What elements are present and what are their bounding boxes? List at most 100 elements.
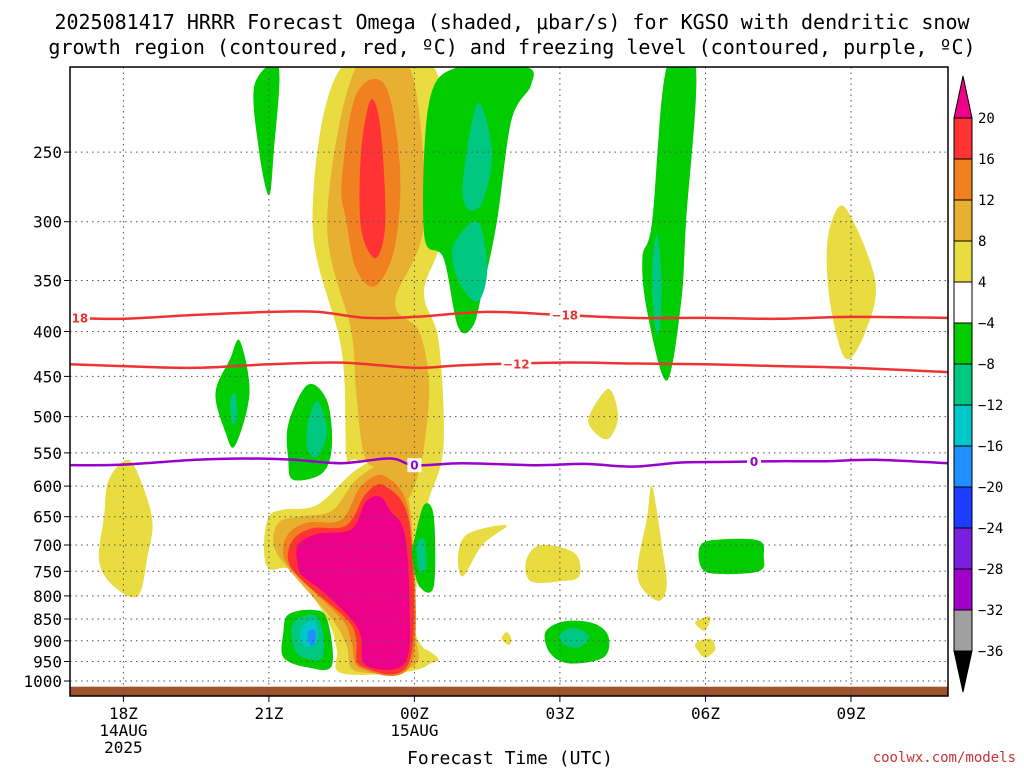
- omega-region: [457, 525, 507, 577]
- colorbar-swatch: [953, 322, 973, 365]
- contour-label: 0: [750, 455, 758, 469]
- omega-shaded-regions: [98, 67, 876, 677]
- y-tick-label: 300: [33, 213, 62, 232]
- grid-lines: [70, 67, 948, 696]
- omega-region: [695, 638, 716, 658]
- colorbar-swatch: [953, 363, 973, 406]
- x-tick-label: 00Z: [400, 704, 429, 723]
- omega-region: [637, 485, 667, 601]
- colorbar-label: −28: [978, 562, 1003, 578]
- x-tick-label: 14AUG: [99, 721, 147, 740]
- colorbar-arrow-top: [953, 75, 973, 119]
- y-tick-label: 900: [33, 632, 62, 651]
- x-tick-label: 03Z: [545, 704, 574, 723]
- omega-region: [422, 649, 439, 664]
- contour-line: [70, 310, 948, 321]
- y-tick-label: 950: [33, 653, 62, 672]
- x-axis-label: Forecast Time (UTC): [407, 748, 613, 768]
- omega-region: [588, 388, 619, 440]
- colorbar-label: −8: [978, 357, 995, 373]
- x-tick-label: 2025: [104, 738, 143, 757]
- omega-region: [253, 67, 280, 196]
- contour-label: −12: [503, 357, 530, 371]
- omega-region: [525, 544, 581, 584]
- pressure-axis: 250 300 350 400 450 500 550 600 650 700 750 800 850 9…: [23, 143, 70, 691]
- y-tick-label: 600: [33, 477, 62, 496]
- y-tick-label: 650: [33, 508, 62, 527]
- y-tick-label: 1000: [23, 672, 62, 691]
- x-tick-label: 21Z: [254, 704, 283, 723]
- contour-label-bg: [549, 308, 580, 323]
- contour-label-bg: [501, 356, 532, 371]
- chart-title-line-1: 2025081417 HRRR Forecast Omega (shaded, …: [54, 10, 970, 34]
- colorbar-label: −36: [978, 644, 1003, 660]
- contour-label: 0: [410, 459, 418, 473]
- temperature-contours: −18 −18 −12 0 0: [62, 308, 948, 473]
- contour-label-bg: [70, 310, 90, 325]
- colorbar-label: 12: [978, 193, 995, 209]
- omega-region: [416, 538, 427, 573]
- y-tick-label: 350: [33, 272, 62, 291]
- colorbar-swatch: [953, 240, 973, 283]
- colorbar-label: −12: [978, 398, 1003, 414]
- credit-text: coolwx.com/models: [873, 750, 1016, 766]
- colorbar-swatch: [953, 404, 973, 447]
- x-tick-label: 18Z: [109, 704, 138, 723]
- colorbar-swatch: [953, 527, 973, 570]
- colorbar-swatch: [953, 609, 973, 652]
- colorbar-label: −20: [978, 480, 1003, 496]
- contour-label: −18: [62, 311, 89, 325]
- y-tick-label: 450: [33, 367, 62, 386]
- colorbar-swatch: [953, 445, 973, 488]
- colorbar-swatch: [953, 117, 973, 160]
- omega-region: [698, 538, 765, 575]
- contour-label: −18: [551, 309, 578, 323]
- colorbar-arrow-bottom: [953, 650, 973, 693]
- y-tick-label: 250: [33, 143, 62, 162]
- colorbar: 20 16 12 8 4 −4 −8 −12 −16 −20 −24 −28 −32 −36: [953, 75, 1003, 693]
- colorbar-label: 20: [978, 111, 995, 127]
- contour-line: [70, 457, 948, 468]
- colorbar-label: −24: [978, 521, 1003, 537]
- y-tick-label: 550: [33, 444, 62, 463]
- y-tick-label: 400: [33, 323, 62, 342]
- omega-region: [652, 234, 662, 335]
- y-tick-label: 500: [33, 408, 62, 427]
- ground-fill: [70, 686, 948, 696]
- ground-surface: [70, 686, 948, 696]
- colorbar-swatch: [953, 568, 973, 611]
- plot-frame: [69, 66, 949, 697]
- omega-region: [306, 400, 328, 458]
- omega-region: [98, 459, 153, 598]
- omega-region: [307, 629, 316, 646]
- colorbar-swatch: [953, 158, 973, 201]
- x-tick-label: 09Z: [837, 704, 866, 723]
- y-tick-label: 800: [33, 587, 62, 606]
- contour-label-bg: [747, 454, 761, 469]
- chart-title-line-2: growth region (contoured, red, ºC) and f…: [48, 35, 975, 59]
- omega-region: [695, 616, 711, 631]
- x-tick-label: 06Z: [691, 704, 720, 723]
- colorbar-label: −32: [978, 603, 1003, 619]
- colorbar-label: −16: [978, 439, 1003, 455]
- y-tick-label: 850: [33, 610, 62, 629]
- colorbar-label: 4: [978, 275, 986, 291]
- plot-background: [70, 67, 948, 696]
- omega-region: [452, 221, 488, 302]
- colorbar-label: −4: [978, 316, 995, 332]
- y-tick-label: 750: [33, 562, 62, 581]
- omega-region: [359, 99, 386, 259]
- y-tick-label: 700: [33, 536, 62, 555]
- omega-region: [501, 632, 512, 646]
- colorbar-label: 16: [978, 152, 995, 168]
- colorbar-swatch: [953, 486, 973, 529]
- plot-area: −18 −18 −12 0 0: [62, 66, 949, 697]
- omega-region: [559, 627, 590, 648]
- omega-region: [296, 496, 410, 670]
- colorbar-swatch: [953, 199, 973, 242]
- contour-line: [70, 361, 948, 374]
- x-tick-label: 15AUG: [390, 721, 438, 740]
- colorbar-swatch: [953, 281, 973, 324]
